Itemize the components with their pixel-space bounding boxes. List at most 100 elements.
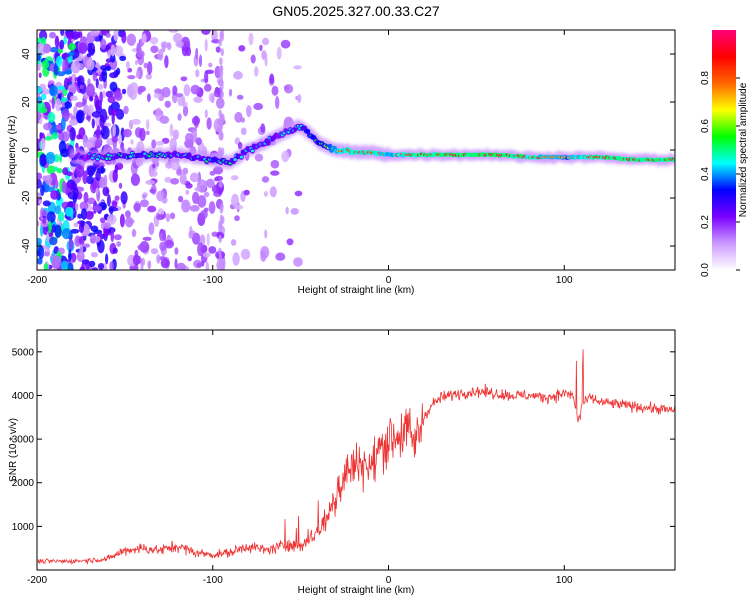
spectrogram-noise-blob [130,139,134,145]
spectrogram-noise-blob [85,211,94,220]
spectrogram-noise-blob [37,257,43,265]
spectrogram-ridge-cell [672,158,675,162]
colorbar-scale [712,30,736,270]
spectrogram-noise-blob [187,255,192,262]
spectrogram-noise-blob [182,167,189,175]
spectrogram-noise-blob [43,251,50,257]
spectrogram-noise-blob [161,42,166,53]
spectrogram-noise-blob [75,203,79,211]
spectrogram-noise-blob [100,108,108,123]
spectrogram-noise-blob [110,108,119,116]
spectrogram-noise-blob [178,195,184,203]
snr-x-label: Height of straight line (km) [298,585,415,596]
spectrogram-noise-blob [38,72,42,78]
spectrogram-noise-blob [260,123,266,133]
spectrogram-noise-blob [228,88,233,97]
spectrogram-noise-blob [195,47,199,60]
spectrogram-noise-blob [105,65,112,71]
spectrogram-noise-blob [105,189,109,194]
spectrogram-noise-blob [67,83,78,93]
spectrogram-noise-blob [206,117,212,130]
spectrogram-noise-blob [149,37,159,45]
spectrogram-noise-blob [231,193,239,208]
spectrogram-noise-blob [55,98,62,112]
spectrogram-noise-blob [137,244,146,251]
spectrogram-noise-blob [88,42,96,56]
spectrogram-noise-blob [110,44,116,57]
spectrogram-noise-blob [85,115,91,121]
spectrogram-noise-blob [285,206,289,215]
spectrogram-noise-blob [123,105,129,115]
spectrogram-noise-blob [233,70,243,80]
spectrogram-noise-blob [216,97,225,109]
spectrogram-noise-blob [191,116,201,126]
spectrogram-noise-blob [106,194,111,207]
spectrogram-noise-blob [83,104,89,115]
spectrogram-noise-blob [41,209,48,217]
spectrogram-noise-blob [89,234,97,244]
spectrogram-noise-blob [109,261,114,270]
spectrogram-noise-blob [183,84,191,97]
spectrogram-noise-blob [59,96,68,103]
spectrogram-noise-blob [218,247,222,256]
spectrogram-noise-blob [56,71,66,77]
spectrogram-noise-blob [37,53,41,61]
spectrogram-noise-blob [185,183,193,189]
spectrogram-noise-blob [107,95,116,104]
spectrogram-noise-blob [54,224,62,238]
spectrogram-noise-blob [96,125,101,139]
spectrogram-noise-blob [114,91,123,101]
spectrogram-y-tick-label: -20 [21,190,32,205]
spectrogram-noise-blob [82,134,88,148]
spectrogram-noise-blob [94,138,102,148]
spectrogram-noise-blob [91,267,99,270]
spectrogram-noise-blob [105,253,109,265]
spectrogram-noise-blob [174,258,178,270]
spectrogram-noise-blob [168,30,179,33]
spectrogram-noise-blob [70,228,80,234]
colorbar-tick-label: 0.4 [700,167,711,181]
spectrogram-noise-blob [219,75,223,84]
spectrogram-noise-blob [133,202,141,212]
spectrogram-noise-blob [217,146,222,155]
spectrogram-noise-blob [45,151,56,165]
spectrogram-noise-blob [237,141,243,150]
spectrogram-noise-blob [114,195,120,201]
spectrogram-noise-blob [55,55,63,67]
spectrogram-noise-blob [275,96,280,109]
spectrogram-noise-blob [220,147,225,156]
spectrogram-noise-blob [91,111,102,118]
spectrogram-noise-blob [220,202,224,211]
spectrogram-noise-blob [86,83,95,97]
spectrogram-noise-blob [43,262,49,270]
spectrogram-ridge-peak [233,158,237,161]
spectrogram-noise-blob [179,173,187,185]
spectrogram-noise-blob [116,241,122,247]
spectrogram-noise-blob [130,173,140,186]
spectrogram-noise-blob [110,228,115,242]
spectrogram-noise-blob [47,111,56,123]
spectrogram-noise-blob [150,170,158,177]
spectrogram-noise-blob [113,30,119,42]
spectrogram-noise-blob [73,222,79,228]
snr-x-tick-label: 0 [386,575,392,586]
spectrogram-noise-blob [203,191,210,198]
spectrogram-noise-blob [109,81,118,92]
spectrogram-noise-blob [95,187,99,194]
spectrogram-noise-blob [77,75,85,87]
spectrogram-noise-blob [124,210,131,218]
spectrogram-noise-blob [211,39,221,44]
spectrogram-noise-blob [213,89,221,98]
colorbar: 0.0 0.2 0.4 0.6 0.8 Normalized spectral ampl… [700,30,749,277]
spectrogram-noise-blob [263,191,268,197]
spectrogram-noise-blob [153,93,161,99]
spectrogram-noise-blob [156,214,165,221]
spectrogram-noise-blob [150,45,159,54]
spectrogram-noise-blob [41,60,50,69]
snr-y-tick-label: 2000 [12,478,35,489]
spectrogram-noise-blob [69,127,76,141]
spectrogram-noise-blob [112,123,116,138]
spectrogram-noise-blob [170,178,180,185]
spectrogram-noise-blob [41,155,48,164]
spectrogram-noise-blob [174,247,179,255]
